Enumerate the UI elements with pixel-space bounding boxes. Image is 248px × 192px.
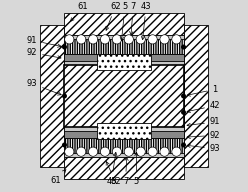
- Circle shape: [181, 94, 186, 98]
- Text: 93: 93: [27, 79, 61, 95]
- Circle shape: [181, 110, 186, 115]
- Bar: [39, 25, 64, 167]
- Text: 92: 92: [27, 48, 61, 59]
- Bar: [64, 157, 184, 179]
- Bar: [64, 13, 184, 35]
- Circle shape: [181, 142, 186, 147]
- Text: 62: 62: [106, 2, 121, 30]
- Circle shape: [112, 147, 122, 156]
- Text: 92: 92: [187, 131, 220, 140]
- Circle shape: [136, 35, 145, 44]
- Circle shape: [181, 45, 186, 50]
- Circle shape: [62, 142, 67, 147]
- Circle shape: [62, 94, 67, 98]
- Bar: [64, 65, 184, 127]
- Circle shape: [77, 35, 86, 44]
- Circle shape: [172, 35, 181, 44]
- Circle shape: [77, 147, 86, 156]
- Text: 61: 61: [51, 170, 66, 185]
- Circle shape: [124, 147, 133, 156]
- Text: 61: 61: [71, 2, 88, 21]
- Text: 7: 7: [123, 157, 128, 186]
- Circle shape: [89, 147, 98, 156]
- Text: 5: 5: [120, 2, 127, 41]
- Circle shape: [112, 35, 122, 44]
- Text: 43: 43: [141, 2, 151, 40]
- Circle shape: [160, 147, 169, 156]
- Circle shape: [100, 35, 110, 44]
- Bar: [64, 131, 184, 138]
- Text: 91: 91: [27, 36, 61, 47]
- Text: 43: 43: [106, 152, 117, 186]
- Circle shape: [148, 147, 157, 156]
- Bar: [97, 123, 151, 139]
- Bar: [64, 138, 184, 153]
- Text: 93: 93: [187, 144, 220, 153]
- Text: 91: 91: [187, 118, 220, 127]
- Bar: [64, 39, 184, 54]
- Circle shape: [65, 35, 74, 44]
- Circle shape: [62, 45, 67, 50]
- Text: 62: 62: [106, 162, 121, 186]
- Circle shape: [136, 147, 145, 156]
- Bar: [64, 54, 184, 61]
- Circle shape: [160, 35, 169, 44]
- Circle shape: [100, 147, 110, 156]
- Bar: [184, 25, 209, 167]
- Text: 42: 42: [187, 101, 220, 113]
- Circle shape: [172, 147, 181, 156]
- Bar: [97, 54, 151, 70]
- Circle shape: [124, 35, 133, 44]
- Text: 5: 5: [134, 152, 139, 186]
- Circle shape: [89, 35, 98, 44]
- Text: 1: 1: [187, 85, 218, 96]
- Text: 7: 7: [130, 2, 136, 35]
- Circle shape: [65, 147, 74, 156]
- Circle shape: [148, 35, 157, 44]
- Bar: [64, 35, 184, 157]
